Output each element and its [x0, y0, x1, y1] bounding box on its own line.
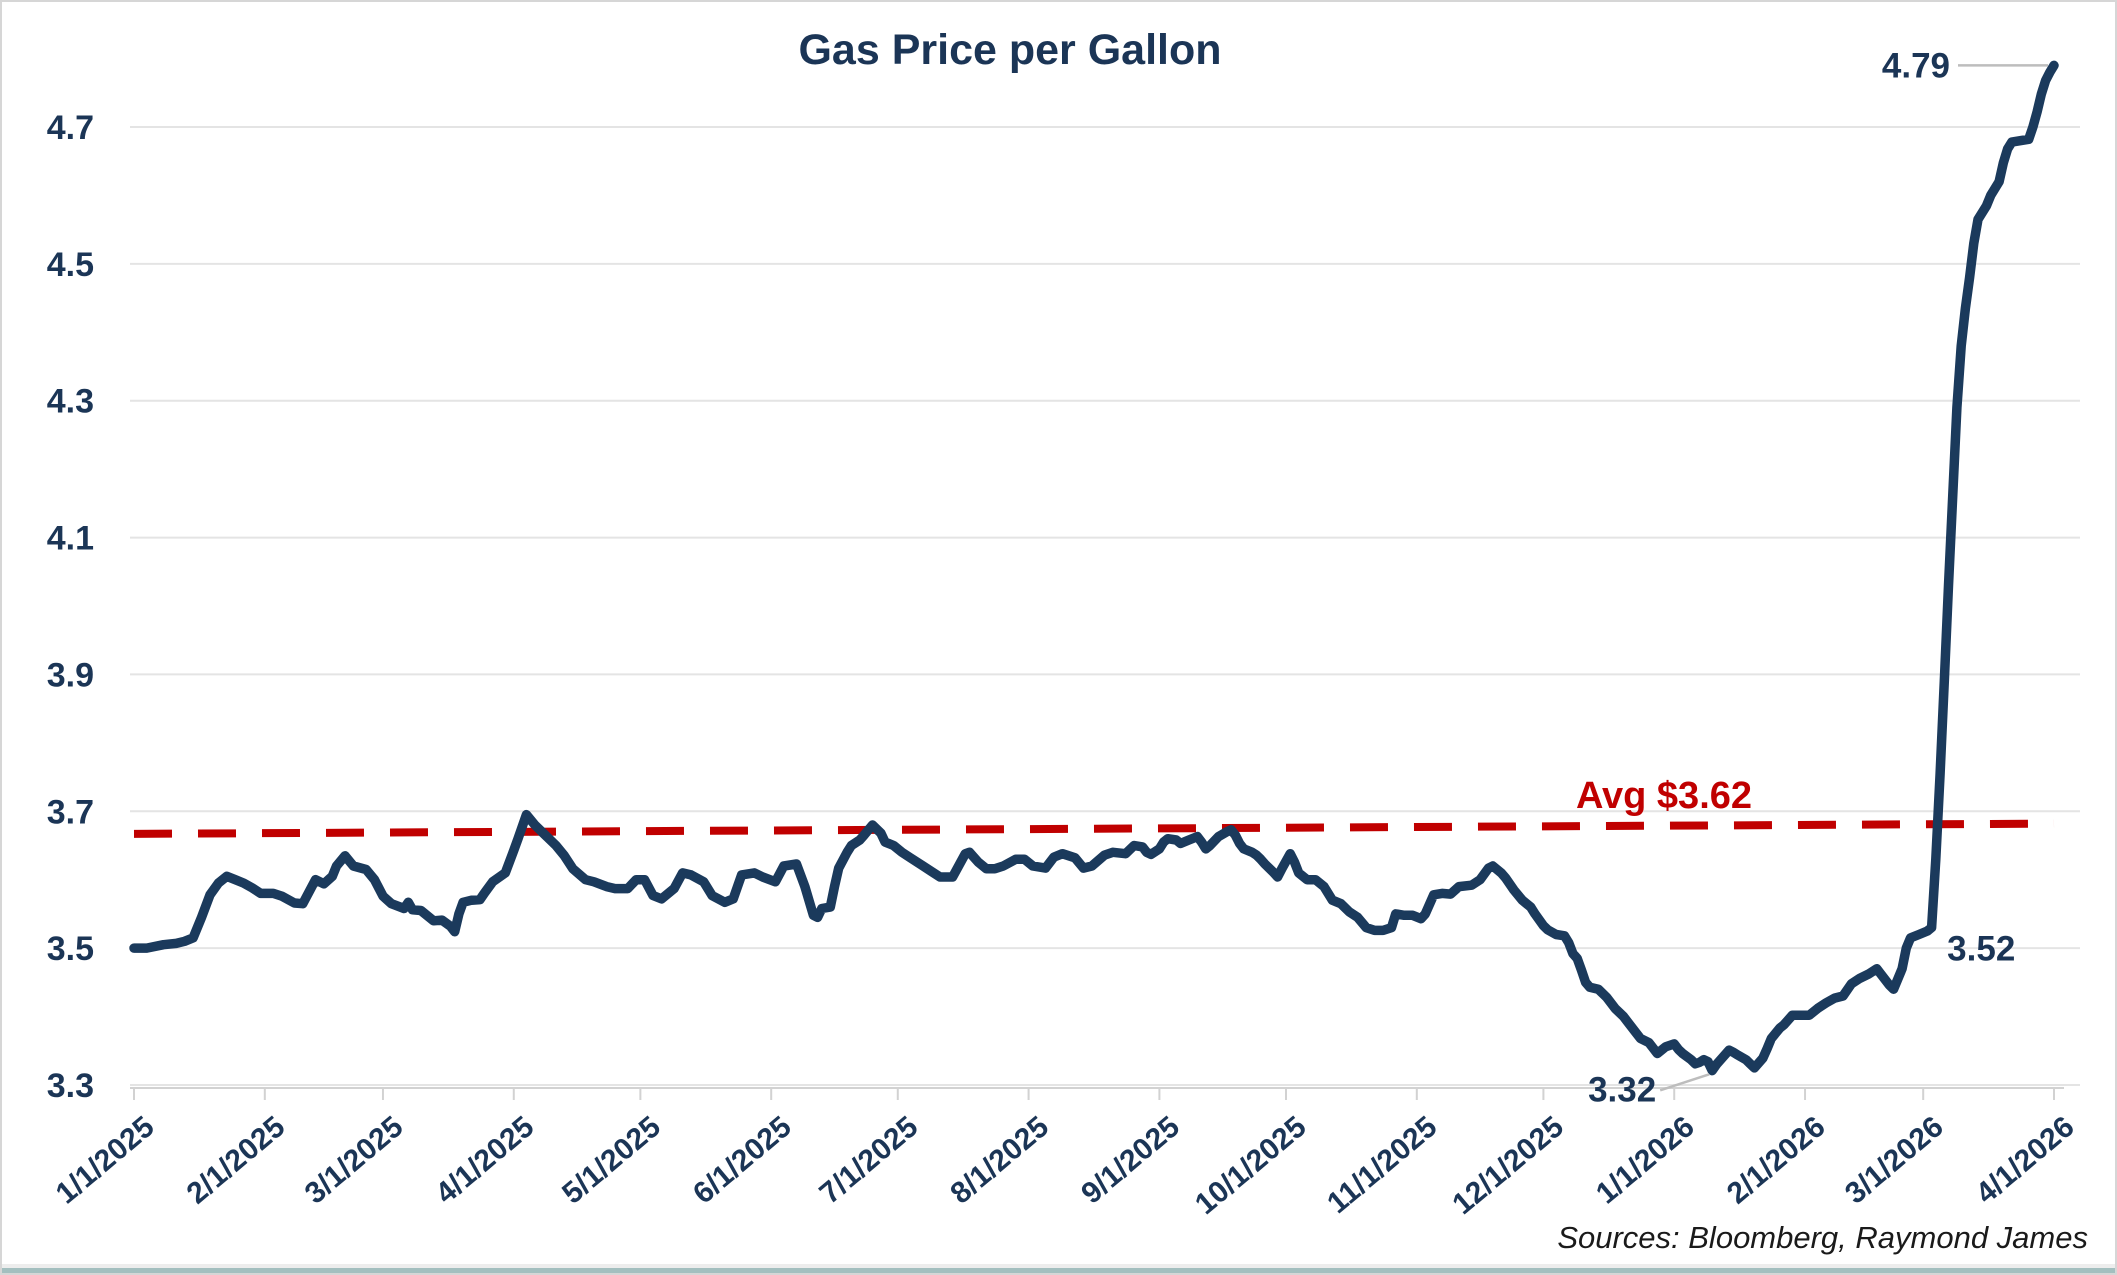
x-axis-label: 5/1/2025	[556, 1110, 667, 1210]
x-axis-label: 3/1/2026	[1839, 1110, 1950, 1210]
chart-title: Gas Price per Gallon	[798, 26, 1221, 74]
x-axis-label: 4/1/2025	[430, 1110, 541, 1210]
y-axis-label: 3.5	[47, 930, 94, 968]
x-axis-label: 10/1/2025	[1189, 1110, 1312, 1221]
leader-line	[1659, 1073, 1710, 1092]
x-axis-label: 8/1/2025	[944, 1110, 1055, 1210]
y-axis-label: 4.3	[47, 383, 94, 421]
x-axis-label: 2/1/2025	[181, 1110, 292, 1210]
x-axis-label: 7/1/2025	[814, 1110, 925, 1210]
data-label: 4.79	[1882, 46, 1950, 85]
y-axis-label: 3.3	[47, 1067, 94, 1105]
x-axis-label: 1/1/2026	[1590, 1110, 1701, 1210]
x-axis-label: 11/1/2025	[1321, 1110, 1443, 1220]
y-axis-label: 4.7	[47, 109, 94, 147]
data-label: 3.52	[1947, 929, 2015, 968]
x-axis-label: 4/1/2026	[1970, 1110, 2081, 1210]
average-line-label: Avg $3.62	[1576, 775, 1752, 817]
x-axis-label: 3/1/2025	[299, 1110, 410, 1210]
x-axis-label: 2/1/2026	[1721, 1110, 1832, 1210]
x-axis-label: 1/1/2025	[50, 1110, 161, 1210]
price-line	[129, 60, 2059, 1076]
y-axis-label: 4.5	[47, 246, 94, 284]
y-axis-label: 3.7	[47, 793, 94, 831]
x-axis-label: 9/1/2025	[1075, 1110, 1186, 1210]
average-dashed-line	[133, 819, 2055, 838]
x-axis-label: 6/1/2025	[687, 1110, 798, 1210]
y-axis-label: 4.1	[47, 520, 94, 558]
source-note: Sources: Bloomberg, Raymond James	[1557, 1220, 2088, 1255]
y-axis-label: 3.9	[47, 656, 94, 694]
data-label: 3.32	[1588, 1070, 1656, 1109]
window-bottom-edge	[2, 1264, 2115, 1273]
x-axis-label: 12/1/2025	[1446, 1110, 1569, 1221]
